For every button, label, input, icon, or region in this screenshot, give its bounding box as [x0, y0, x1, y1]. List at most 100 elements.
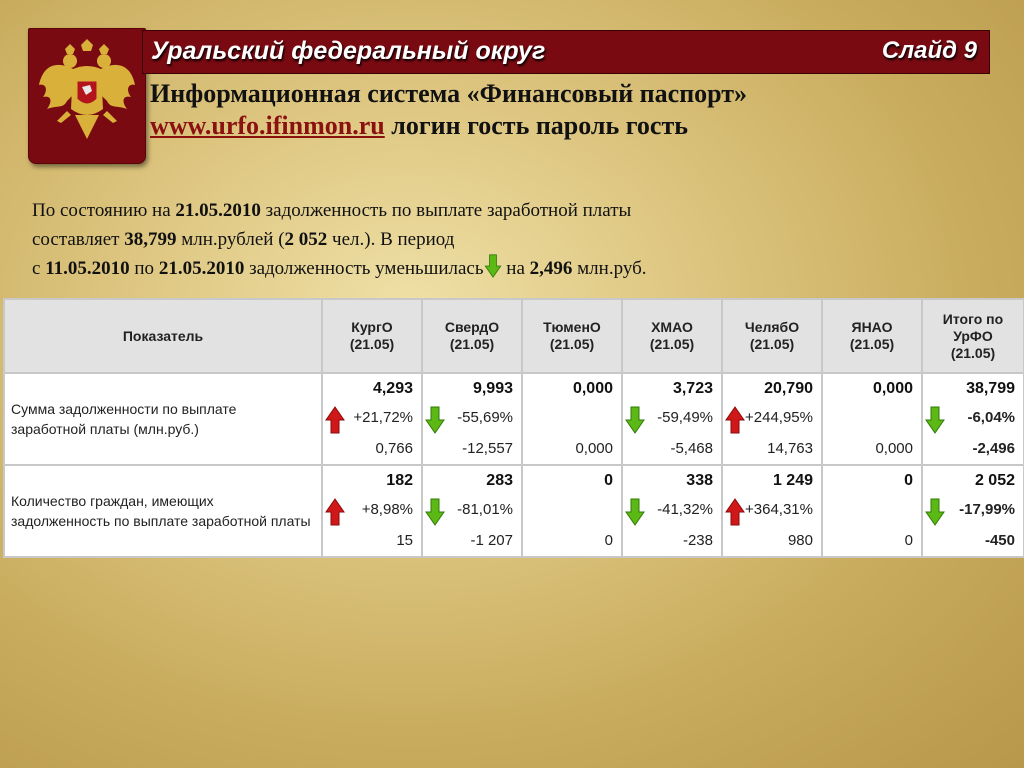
column-header-date: (21.05) [749, 336, 795, 352]
region-title: Уральский федеральный округ [151, 37, 546, 65]
text: чел.). В период [327, 229, 455, 250]
text: млн.рублей ( [176, 229, 285, 250]
cell-change-absolute: 0,766 [375, 440, 413, 457]
text: млн.руб. [572, 258, 647, 279]
text: задолженность уменьшилась [244, 258, 484, 279]
table-cell: 283 -81,01% -1 207 [421, 464, 523, 558]
site-link[interactable]: www.urfo.ifinmon.ru [150, 111, 385, 140]
column-header-date: (21.05) [950, 344, 996, 361]
change-amount: 2,496 [529, 258, 573, 279]
text: на [501, 258, 530, 279]
cell-value: 9,993 [472, 380, 513, 397]
column-header-label: ЧелябО [744, 319, 800, 335]
column-header-total: Итого по УрФО (21.05) [921, 298, 1024, 374]
debt-table: Показатель КургО (21.05) СвердО (21.05) Тю… [3, 298, 1024, 558]
table-cell: 0,000 0,000 [821, 372, 923, 466]
table-cell: 3,723 -59,49% -5,468 [621, 372, 723, 466]
summary-line-3: с 11.05.2010 по 21.05.2010 задолженность… [32, 254, 912, 287]
table-cell: 2 052 -17,99% -450 [921, 464, 1024, 558]
table-cell: 4,293 +21,72% 0,766 [321, 372, 423, 466]
column-header-label: СвердО [444, 319, 500, 335]
text: задолженность по выплате заработной плат… [260, 200, 632, 221]
arrow-down-icon [625, 406, 645, 434]
cell-change-absolute: 0,000 [575, 440, 613, 457]
debt-amount: 38,799 [124, 229, 177, 250]
column-header-kurgan: КургО (21.05) [321, 298, 423, 374]
column-header-tyumen: ТюменО (21.05) [521, 298, 623, 374]
people-count: 2 052 [284, 229, 328, 250]
column-header-label: ЯНАО [851, 319, 893, 335]
cell-change-absolute: 14,763 [767, 440, 813, 457]
cell-value: 0 [604, 472, 613, 489]
cell-value: 4,293 [372, 380, 413, 397]
cell-value: 20,790 [764, 380, 813, 397]
subtitle: Информационная система «Финансовый паспо… [150, 78, 747, 142]
cell-change-absolute: -12,557 [462, 440, 513, 457]
cell-change-absolute: 0 [904, 532, 913, 549]
arrow-down-icon [625, 498, 645, 526]
table-header-row: Показатель КургО (21.05) СвердО (21.05) Тю… [3, 298, 1024, 374]
table-cell: 1 249 +364,31% 980 [721, 464, 823, 558]
arrow-up-icon [725, 406, 745, 434]
cell-value: 1 249 [772, 472, 813, 489]
cell-value: 3,723 [672, 380, 713, 397]
column-header-date: (21.05) [449, 336, 495, 352]
cell-change-percent: -55,69% [457, 409, 513, 426]
summary-paragraph: По состоянию на 21.05.2010 задолженность… [32, 196, 912, 287]
table-cell: 20,790 +244,95% 14,763 [721, 372, 823, 466]
coat-of-arms-emblem [28, 28, 146, 164]
column-header-label: КургО [351, 319, 393, 335]
cell-value: 0,000 [572, 380, 613, 397]
column-header-indicator: Показатель [3, 298, 323, 374]
table-row: Количество граждан, имеющих задолженност… [3, 464, 1024, 558]
date-to: 21.05.2010 [158, 258, 245, 279]
cell-change-absolute: 980 [787, 532, 813, 549]
cell-value: 283 [486, 472, 513, 489]
column-header-date: (21.05) [549, 336, 595, 352]
cell-change-percent: +244,95% [745, 409, 813, 426]
arrow-down-icon [483, 254, 502, 287]
arrow-up-icon [325, 406, 345, 434]
arrow-down-icon [425, 406, 445, 434]
login-info: логин гость пароль гость [384, 111, 688, 140]
table-cell: 9,993 -55,69% -12,557 [421, 372, 523, 466]
date-from: 11.05.2010 [45, 258, 130, 279]
cell-change-absolute: -1 207 [470, 532, 513, 549]
arrow-down-icon [925, 498, 945, 526]
cell-value: 2 052 [974, 472, 1015, 489]
text: составляет [32, 229, 125, 250]
cell-value: 182 [386, 472, 413, 489]
table-cell: 38,799 -6,04% -2,496 [921, 372, 1024, 466]
cell-value: 338 [686, 472, 713, 489]
row-label: Сумма задолженности по выплате заработно… [3, 372, 323, 466]
cell-change-absolute: 15 [396, 532, 413, 549]
row-label: Количество граждан, имеющих задолженност… [3, 464, 323, 558]
cell-change-percent: -59,49% [657, 409, 713, 426]
report-date: 21.05.2010 [175, 200, 261, 221]
login-line: www.urfo.ifinmon.ru логин гость пароль г… [150, 110, 747, 142]
column-header-yanao: ЯНАО (21.05) [821, 298, 923, 374]
cell-change-absolute: 0 [604, 532, 613, 549]
column-header-date: (21.05) [849, 336, 895, 352]
cell-change-absolute: -5,468 [670, 440, 713, 457]
cell-value: 0,000 [872, 380, 913, 397]
cell-value: 0 [904, 472, 913, 489]
summary-line-1: По состоянию на 21.05.2010 задолженность… [32, 196, 912, 225]
table-cell: 182 +8,98% 15 [321, 464, 423, 558]
cell-change-absolute: -238 [682, 532, 713, 549]
table-cell: 338 -41,32% -238 [621, 464, 723, 558]
arrow-up-icon [725, 498, 745, 526]
text: по [129, 258, 159, 279]
summary-line-2: составляет 38,799 млн.рублей (2 052 чел.… [32, 225, 912, 254]
cell-change-percent: -6,04% [967, 409, 1015, 426]
cell-change-percent: +364,31% [745, 501, 813, 518]
slide-number: Слайд 9 [881, 37, 977, 64]
arrow-down-icon [925, 406, 945, 434]
cell-change-absolute: -2,496 [972, 440, 1015, 457]
text: с [32, 258, 46, 279]
cell-change-percent: +21,72% [353, 409, 413, 426]
column-header-chelyabinsk: ЧелябО (21.05) [721, 298, 823, 374]
cell-change-percent: -81,01% [457, 501, 513, 518]
arrow-down-icon [425, 498, 445, 526]
